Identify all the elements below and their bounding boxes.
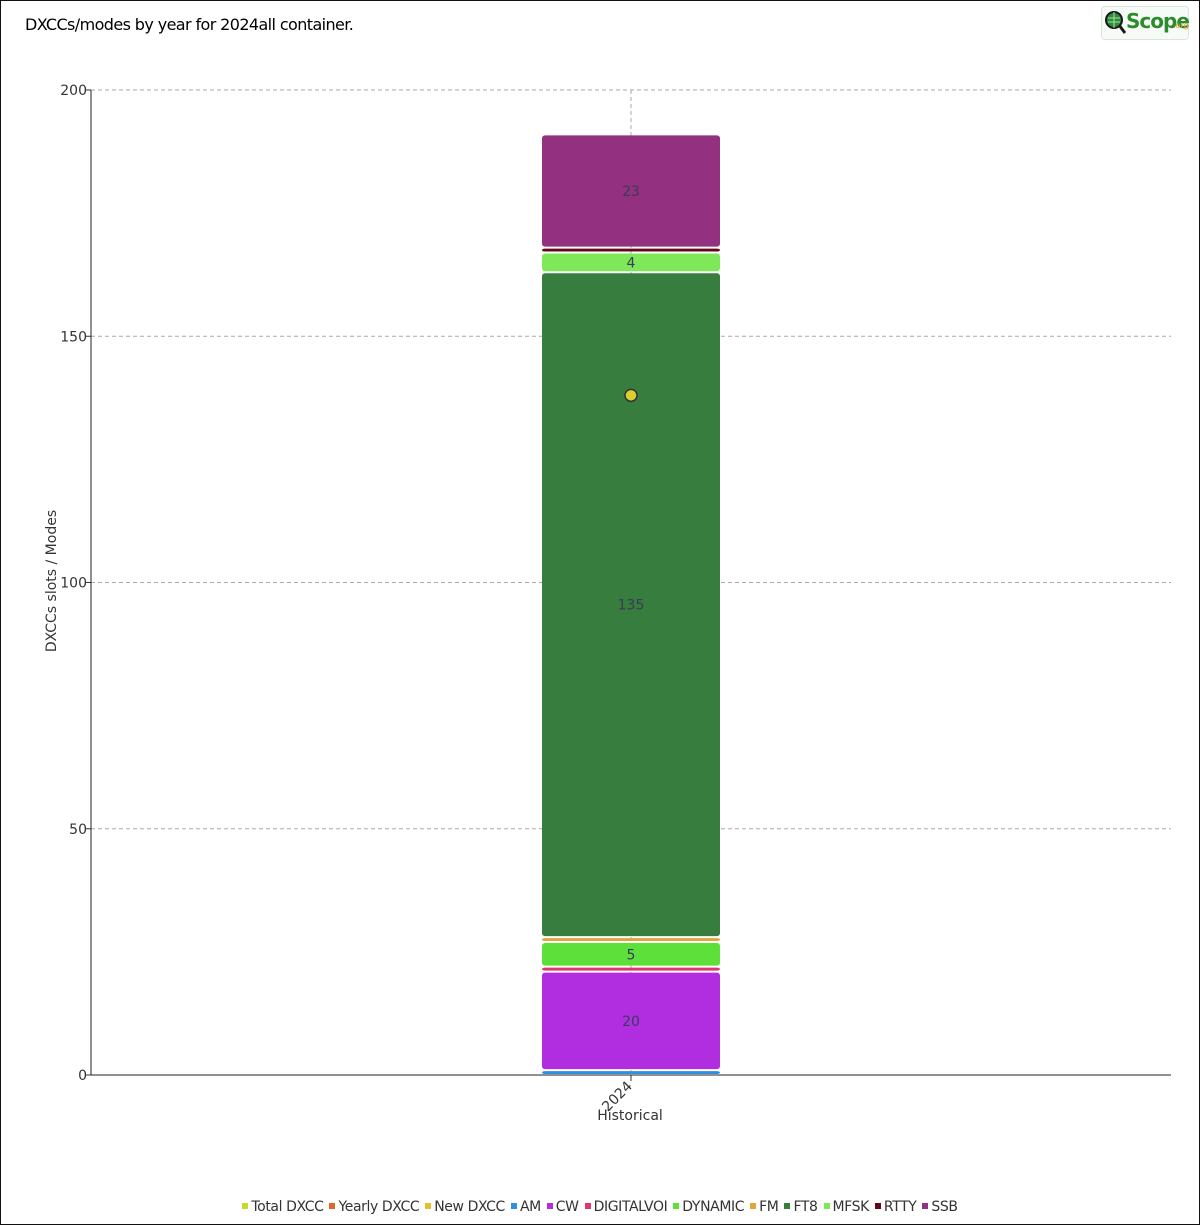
bar-stack: [542, 135, 720, 1074]
legend-label: FT8: [793, 1199, 818, 1215]
y-tick-label: 50: [69, 822, 87, 838]
data-label-cw: 20: [622, 1014, 640, 1030]
logo-suffix: .org: [1173, 21, 1189, 30]
legend-item[interactable]: Yearly DXCC: [329, 1199, 420, 1215]
legend-item[interactable]: FT8: [784, 1199, 818, 1215]
legend-label: Total DXCC: [251, 1199, 324, 1215]
bar-segment-am[interactable]: [542, 1071, 720, 1074]
y-axis-label: DXCCs slots / Modes: [44, 509, 60, 653]
data-labels: 20 5 135 4 23: [618, 184, 645, 1030]
points: [624, 388, 638, 403]
bar-segment-cw[interactable]: [542, 972, 720, 1070]
legend-swatch: [242, 1203, 249, 1209]
legend-item[interactable]: DYNAMIC: [673, 1199, 745, 1215]
legend-swatch: [922, 1203, 929, 1209]
legend-swatch: [784, 1203, 791, 1209]
data-label-dynamic: 5: [627, 947, 636, 963]
bar-segment-fm[interactable]: [542, 938, 720, 942]
legend-item[interactable]: Total DXCC: [242, 1199, 324, 1215]
legend-item[interactable]: RTTY: [874, 1199, 917, 1215]
legend-item[interactable]: FM: [750, 1199, 779, 1215]
legend-swatch: [673, 1203, 680, 1209]
data-label-mfsk: 4: [627, 255, 636, 271]
legend-label: AM: [519, 1199, 541, 1215]
legend-item[interactable]: MFSK: [823, 1199, 870, 1215]
legend-label: Yearly DXCC: [338, 1199, 420, 1215]
legend-label: FM: [759, 1199, 779, 1215]
chart-title: DXCCs/modes by year for 2024all containe…: [25, 15, 354, 34]
y-tick-label: 100: [60, 576, 87, 592]
legend-swatch: [823, 1203, 830, 1209]
y-tick-label: 150: [60, 329, 87, 345]
bar-segment-ft8[interactable]: [542, 273, 720, 937]
y-tick-label: 0: [78, 1068, 87, 1084]
legend-swatch: [546, 1203, 553, 1209]
legend-swatch: [874, 1203, 881, 1209]
data-label-ft8: 135: [618, 598, 645, 614]
legend-label: CW: [555, 1199, 579, 1215]
legend-item[interactable]: SSB: [922, 1199, 958, 1215]
bar-segment-digitalvoi[interactable]: [542, 967, 720, 971]
point-total-dxcc[interactable]: [624, 388, 638, 403]
bar-segment-dynamic[interactable]: [542, 943, 720, 966]
x-axis-label: Historical: [597, 1108, 663, 1124]
bar-segment-ssb[interactable]: [542, 135, 720, 247]
legend-label: New DXCC: [434, 1199, 505, 1215]
legend-label: DIGITALVOI: [593, 1199, 668, 1215]
legend-swatch: [750, 1203, 757, 1209]
data-label-ssb: 23: [622, 184, 640, 200]
legend-swatch: [510, 1203, 517, 1209]
legend-label: MFSK: [832, 1199, 870, 1215]
legend-swatch: [584, 1203, 591, 1209]
y-tick-label: 200: [60, 83, 87, 99]
logo-text: Scope: [1126, 9, 1190, 33]
legend-label: SSB: [931, 1199, 958, 1215]
legend-swatch: [329, 1203, 336, 1209]
bar-segment-mfsk[interactable]: [542, 253, 720, 272]
bar-segment-rtty[interactable]: [542, 248, 720, 252]
magnifier-globe-icon: [1105, 11, 1126, 34]
legend-item[interactable]: DIGITALVOI: [584, 1199, 668, 1215]
legend-item[interactable]: New DXCC: [425, 1199, 505, 1215]
legend-label: RTTY: [883, 1199, 917, 1215]
legend: Total DXCC Yearly DXCC New DXCC AM CW DIGITAL…: [0, 1199, 1200, 1215]
legend-label: DYNAMIC: [682, 1199, 745, 1215]
legend-swatch: [425, 1203, 432, 1209]
legend-item[interactable]: CW: [546, 1199, 579, 1215]
qscope-logo[interactable]: Scope .org: [1101, 6, 1190, 40]
legend-item[interactable]: AM: [510, 1199, 541, 1215]
